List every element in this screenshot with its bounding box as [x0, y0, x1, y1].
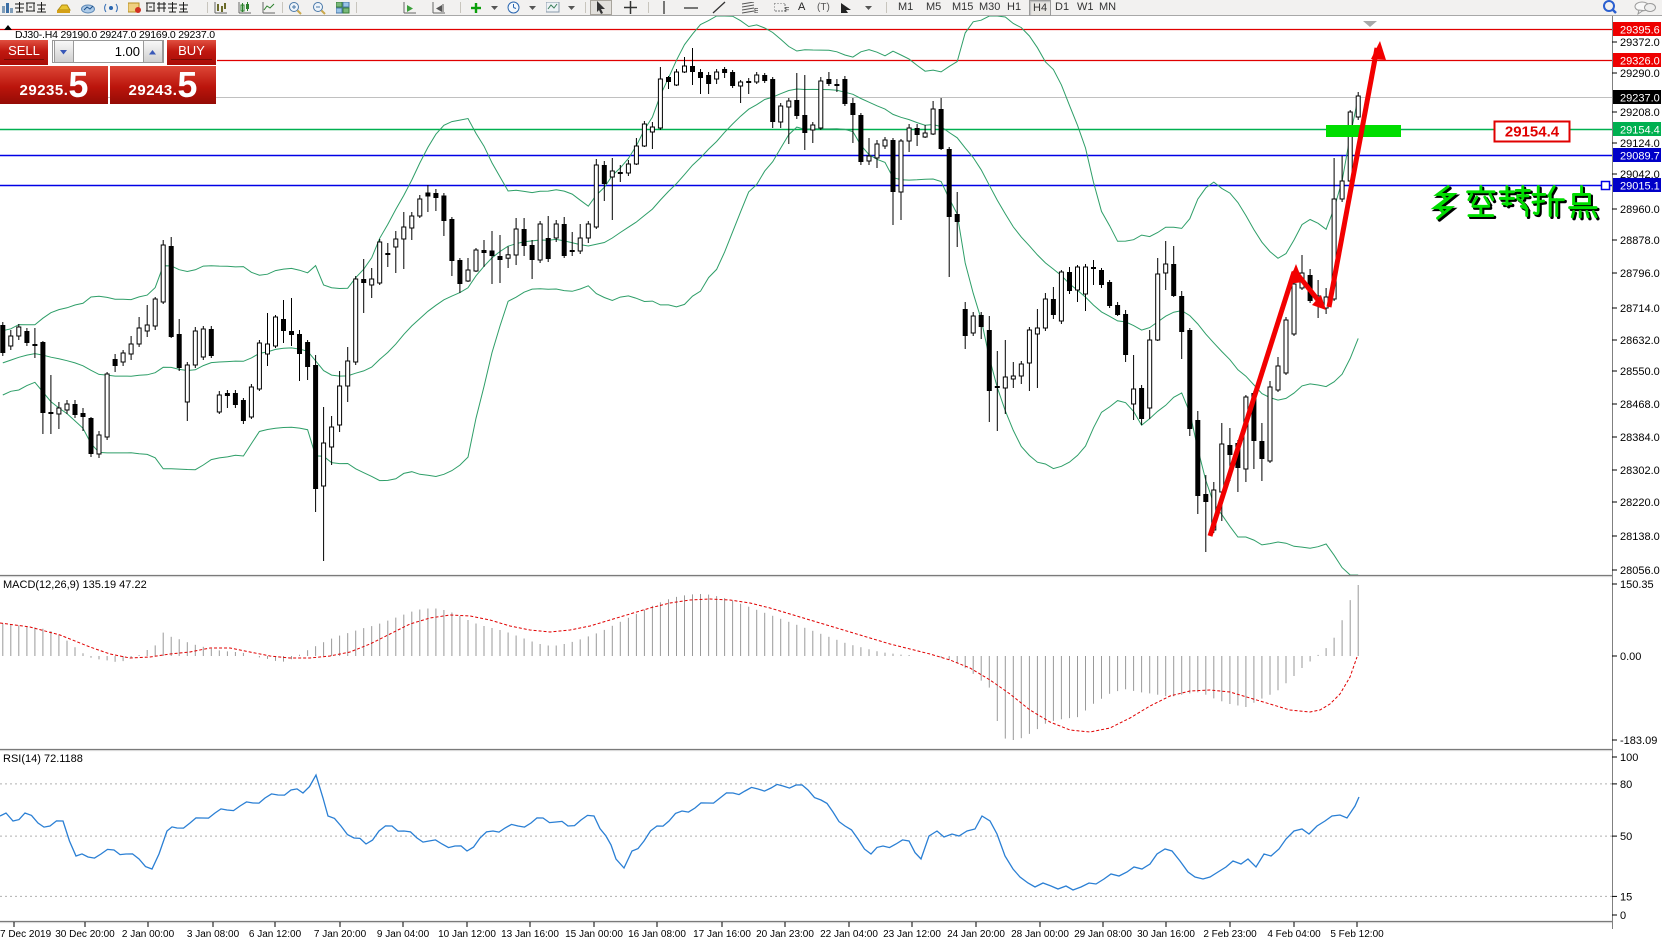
- svg-text:29015.1: 29015.1: [1620, 181, 1660, 193]
- svg-text:MACD(12,26,9) 135.19 47.22: MACD(12,26,9) 135.19 47.22: [3, 579, 147, 591]
- svg-text:DJ30-.H4 29190.0 29247.0 2916: DJ30-.H4 29190.0 29247.0 29169.0 29237.0: [15, 29, 215, 41]
- svg-text:28056.0: 28056.0: [1620, 565, 1660, 577]
- svg-text:0: 0: [1620, 910, 1626, 922]
- svg-text:50: 50: [1620, 831, 1632, 843]
- svg-text:28220.0: 28220.0: [1620, 497, 1660, 509]
- svg-text:22 Jan 04:00: 22 Jan 04:00: [820, 929, 878, 940]
- svg-text:7 Dec 2019: 7 Dec 2019: [0, 929, 52, 940]
- svg-text:29372.0: 29372.0: [1620, 37, 1660, 49]
- svg-text:5 Feb 12:00: 5 Feb 12:00: [1330, 929, 1384, 940]
- svg-text:29395.6: 29395.6: [1620, 25, 1660, 37]
- svg-text:15: 15: [1620, 891, 1632, 903]
- svg-text:-183.09: -183.09: [1620, 735, 1657, 747]
- svg-text:23 Jan 12:00: 23 Jan 12:00: [883, 929, 941, 940]
- svg-text:29089.7: 29089.7: [1620, 151, 1660, 163]
- svg-text:28878.0: 28878.0: [1620, 235, 1660, 247]
- svg-text:28714.0: 28714.0: [1620, 303, 1660, 315]
- svg-text:29237.0: 29237.0: [1620, 93, 1660, 105]
- svg-text:20 Jan 23:00: 20 Jan 23:00: [756, 929, 814, 940]
- svg-text:29290.0: 29290.0: [1620, 68, 1660, 80]
- svg-text:15 Jan 00:00: 15 Jan 00:00: [565, 929, 623, 940]
- svg-text:3 Jan 08:00: 3 Jan 08:00: [187, 929, 240, 940]
- svg-text:E: E: [754, 8, 758, 15]
- svg-text:2 Feb 23:00: 2 Feb 23:00: [1203, 929, 1257, 940]
- svg-text:29208.0: 29208.0: [1620, 107, 1660, 119]
- svg-text:29154.4: 29154.4: [1505, 124, 1560, 141]
- svg-text:4 Feb 04:00: 4 Feb 04:00: [1267, 929, 1321, 940]
- svg-text:30 Jan 16:00: 30 Jan 16:00: [1137, 929, 1195, 940]
- svg-text:16 Jan 08:00: 16 Jan 08:00: [628, 929, 686, 940]
- svg-text:28 Jan 00:00: 28 Jan 00:00: [1011, 929, 1069, 940]
- svg-text:28384.0: 28384.0: [1620, 432, 1660, 444]
- svg-text:RSI(14) 72.1188: RSI(14) 72.1188: [3, 753, 83, 765]
- svg-text:7 Jan 20:00: 7 Jan 20:00: [314, 929, 367, 940]
- svg-text:28960.0: 28960.0: [1620, 204, 1660, 216]
- svg-text:30 Dec 20:00: 30 Dec 20:00: [55, 929, 115, 940]
- svg-text:9 Jan 04:00: 9 Jan 04:00: [377, 929, 430, 940]
- svg-text:F: F: [785, 7, 789, 14]
- svg-text:17 Jan 16:00: 17 Jan 16:00: [693, 929, 751, 940]
- svg-text:28138.0: 28138.0: [1620, 531, 1660, 543]
- svg-text:29154.4: 29154.4: [1620, 125, 1660, 137]
- svg-text:28632.0: 28632.0: [1620, 335, 1660, 347]
- svg-text:29326.0: 29326.0: [1620, 56, 1660, 68]
- svg-text:29 Jan 08:00: 29 Jan 08:00: [1074, 929, 1132, 940]
- svg-text:24 Jan 20:00: 24 Jan 20:00: [947, 929, 1005, 940]
- svg-text:29124.0: 29124.0: [1620, 138, 1660, 150]
- svg-text:80: 80: [1620, 779, 1632, 791]
- svg-text:0.00: 0.00: [1620, 651, 1641, 663]
- svg-text:28550.0: 28550.0: [1620, 366, 1660, 378]
- svg-text:13 Jan 16:00: 13 Jan 16:00: [501, 929, 559, 940]
- svg-text:2 Jan 00:00: 2 Jan 00:00: [122, 929, 175, 940]
- svg-text:150.35: 150.35: [1620, 579, 1654, 591]
- svg-text:6 Jan 12:00: 6 Jan 12:00: [249, 929, 302, 940]
- svg-text:28302.0: 28302.0: [1620, 465, 1660, 477]
- svg-text:28796.0: 28796.0: [1620, 268, 1660, 280]
- svg-text:100: 100: [1620, 752, 1638, 764]
- svg-text:10 Jan 12:00: 10 Jan 12:00: [438, 929, 496, 940]
- svg-text:28468.0: 28468.0: [1620, 399, 1660, 411]
